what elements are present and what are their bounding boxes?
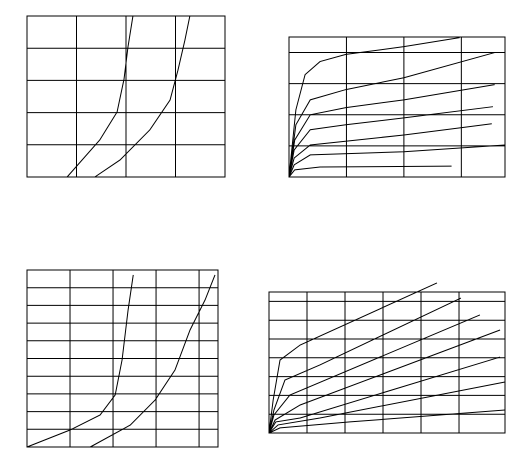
plot-frame: [26, 15, 226, 178]
data-line: [288, 106, 494, 178]
data-line: [268, 356, 501, 434]
data-line: [268, 381, 506, 434]
data-line: [288, 84, 495, 178]
data-line: [268, 282, 438, 434]
data-line: [288, 52, 495, 178]
data-line: [268, 409, 506, 434]
data-line: [66, 15, 134, 178]
chart-panel: [288, 36, 506, 178]
data-line: [288, 165, 452, 178]
data-line: [288, 123, 492, 178]
plot-frame: [26, 269, 219, 448]
plot-frame: [288, 36, 506, 178]
chart-panel: [268, 282, 506, 434]
chart-panel: [26, 15, 226, 178]
data-line: [268, 297, 462, 434]
data-line: [268, 314, 481, 434]
data-line: [288, 37, 460, 178]
data-line: [94, 15, 191, 178]
data-line: [268, 329, 501, 434]
chart-panel: [26, 269, 219, 448]
data-line: [288, 144, 506, 178]
data-line: [26, 274, 134, 448]
plot-frame: [268, 291, 506, 434]
data-line: [89, 274, 216, 448]
